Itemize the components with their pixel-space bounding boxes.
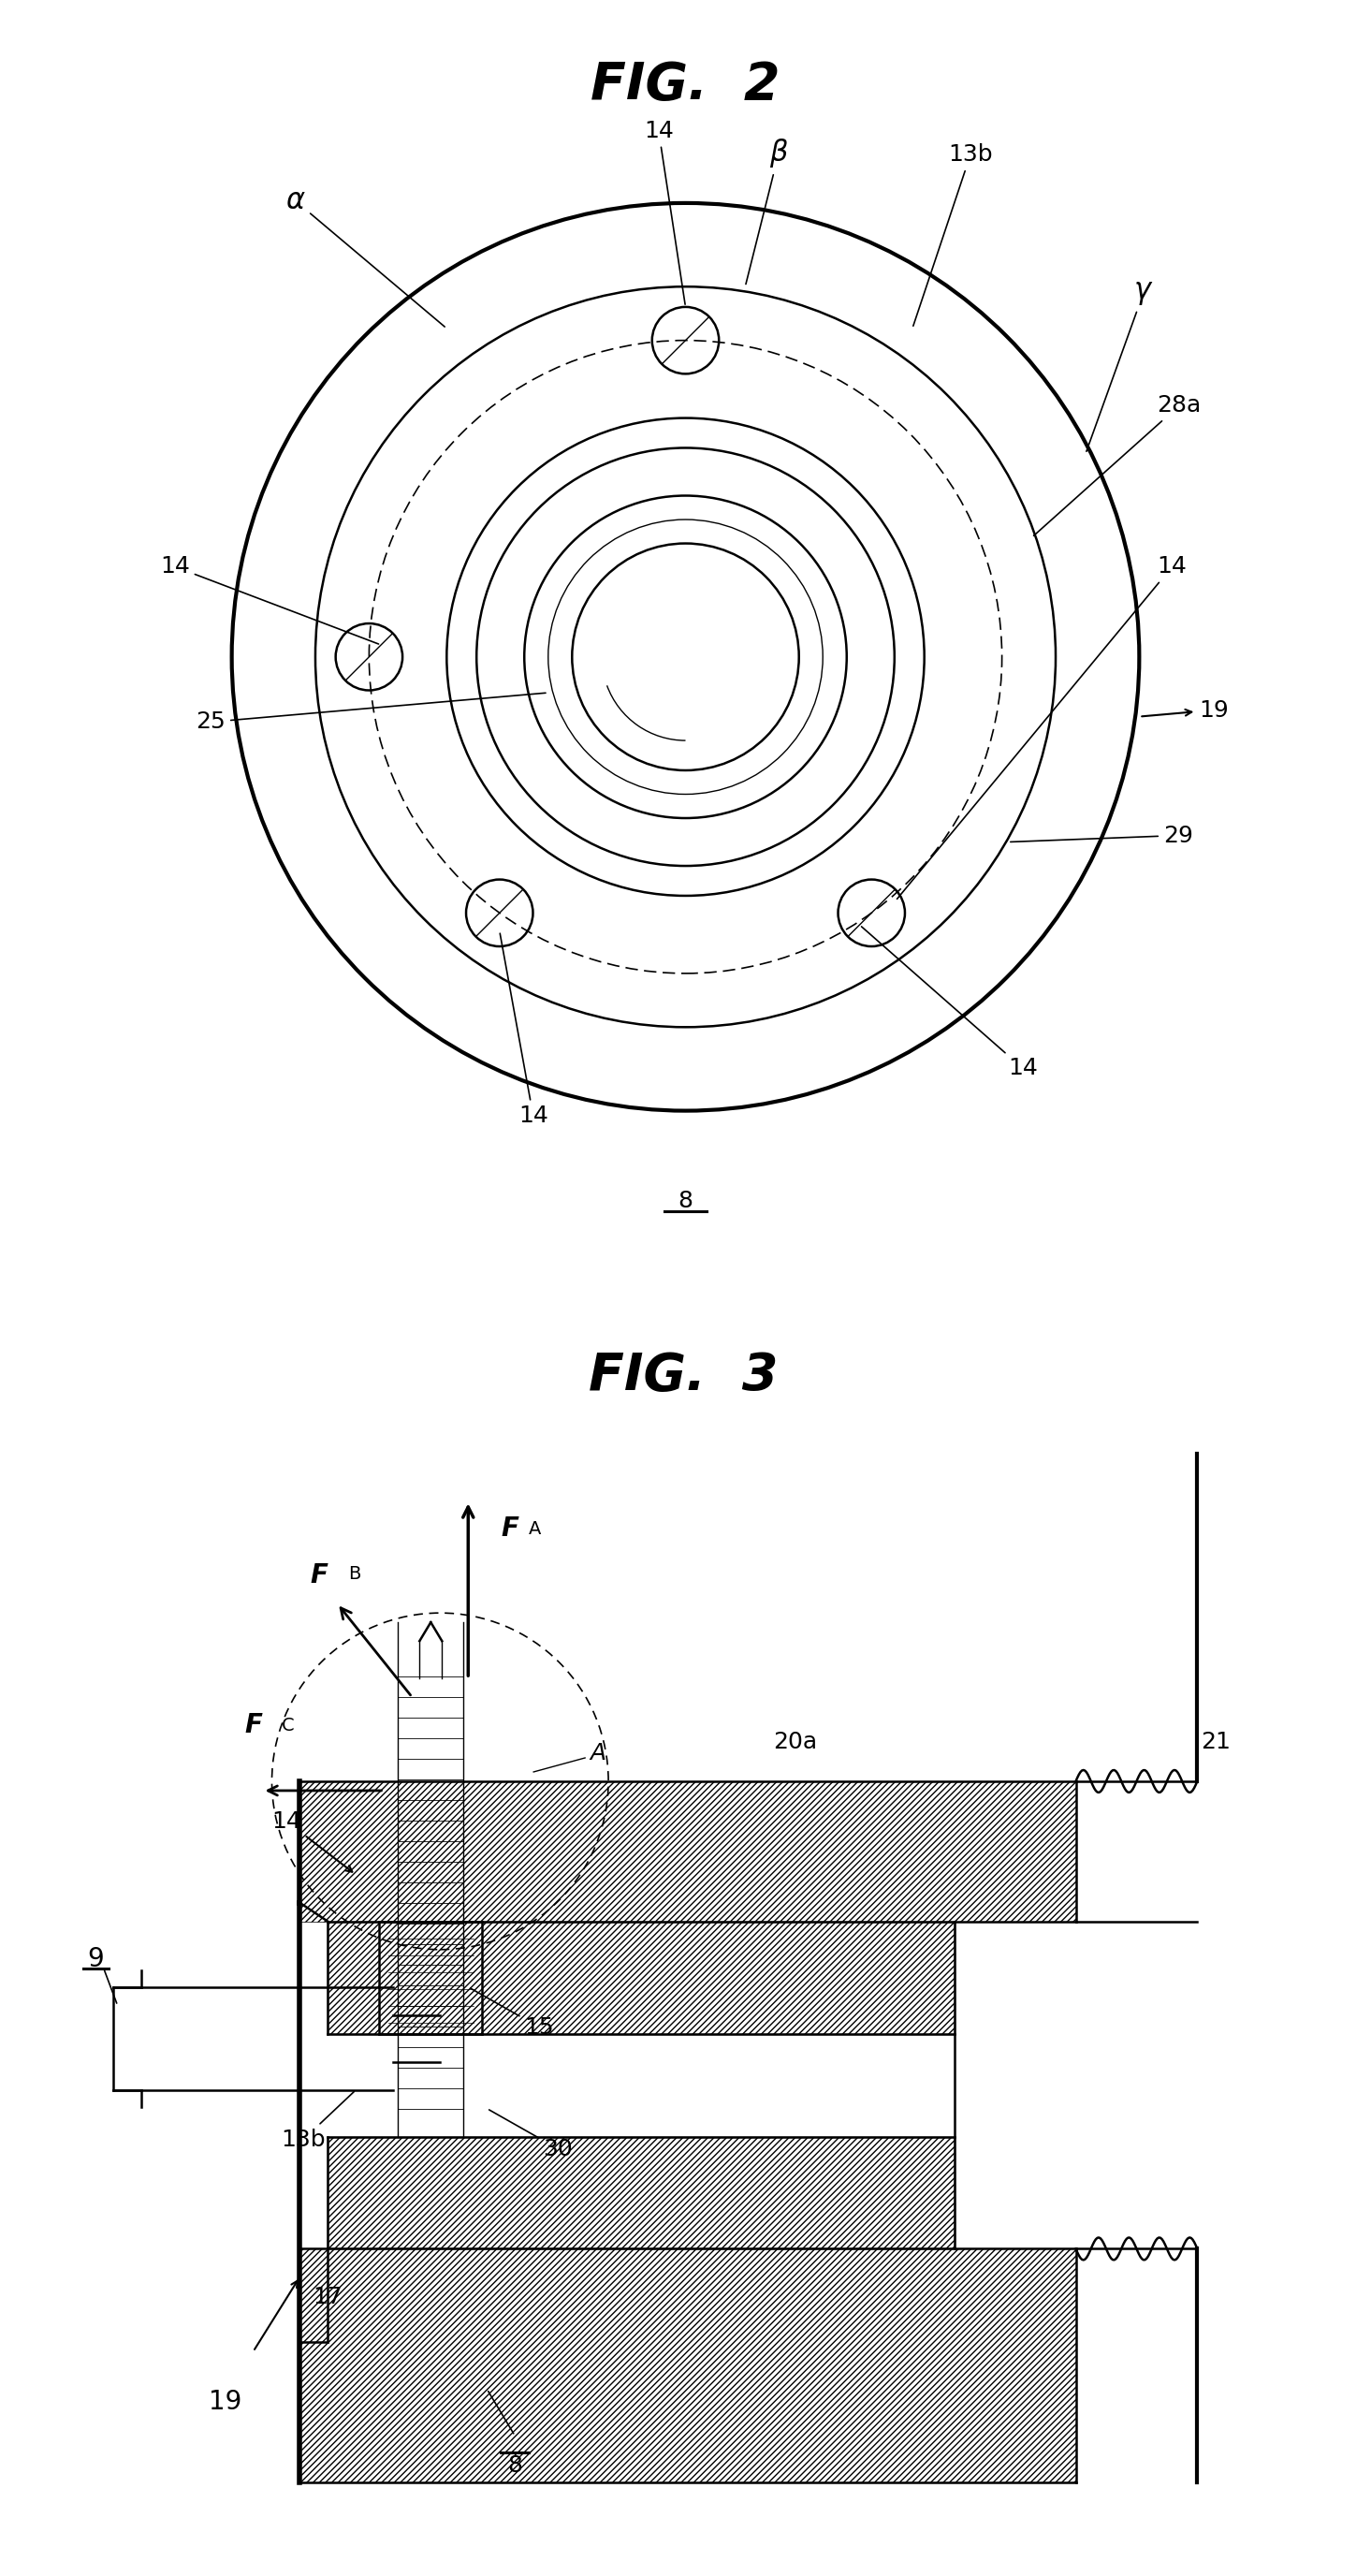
Text: 8: 8 xyxy=(507,2455,522,2478)
Polygon shape xyxy=(328,2136,954,2249)
Text: 28a: 28a xyxy=(1034,394,1201,536)
Text: 14: 14 xyxy=(160,556,378,644)
Text: 19: 19 xyxy=(1142,698,1228,721)
Text: FIG.  2: FIG. 2 xyxy=(591,59,780,111)
Text: 15: 15 xyxy=(470,1989,554,2038)
Text: 14: 14 xyxy=(644,118,686,304)
Text: 20a: 20a xyxy=(773,1731,817,1754)
Text: $\gamma$: $\gamma$ xyxy=(1086,281,1153,451)
Polygon shape xyxy=(300,2249,1076,2483)
Text: $\alpha$: $\alpha$ xyxy=(285,188,444,327)
Text: 21: 21 xyxy=(1201,1731,1231,1754)
Polygon shape xyxy=(328,1922,954,2032)
Text: 13b: 13b xyxy=(281,2092,354,2151)
Text: 30: 30 xyxy=(489,2110,573,2159)
Text: 29: 29 xyxy=(1010,824,1193,848)
Text: F: F xyxy=(245,1713,262,1739)
Text: 14: 14 xyxy=(271,1811,352,1873)
Text: 9: 9 xyxy=(86,1945,104,1973)
Text: F: F xyxy=(500,1515,518,1543)
Polygon shape xyxy=(300,1780,1076,1922)
Text: 19: 19 xyxy=(208,2388,241,2416)
Text: A: A xyxy=(590,1741,606,1765)
Text: F: F xyxy=(310,1564,328,1589)
Text: 13b: 13b xyxy=(913,144,993,327)
Text: C: C xyxy=(281,1716,293,1734)
Text: 8: 8 xyxy=(679,1190,692,1213)
Text: 14: 14 xyxy=(897,556,1187,899)
Text: FIG.  3: FIG. 3 xyxy=(588,1352,777,1401)
Text: 14: 14 xyxy=(861,927,1038,1079)
Text: 25: 25 xyxy=(196,693,546,734)
Text: B: B xyxy=(348,1566,361,1584)
Text: 17: 17 xyxy=(313,2285,343,2308)
Text: A: A xyxy=(529,1520,542,1538)
Text: $\beta$: $\beta$ xyxy=(746,137,788,283)
Text: 14: 14 xyxy=(500,933,548,1128)
